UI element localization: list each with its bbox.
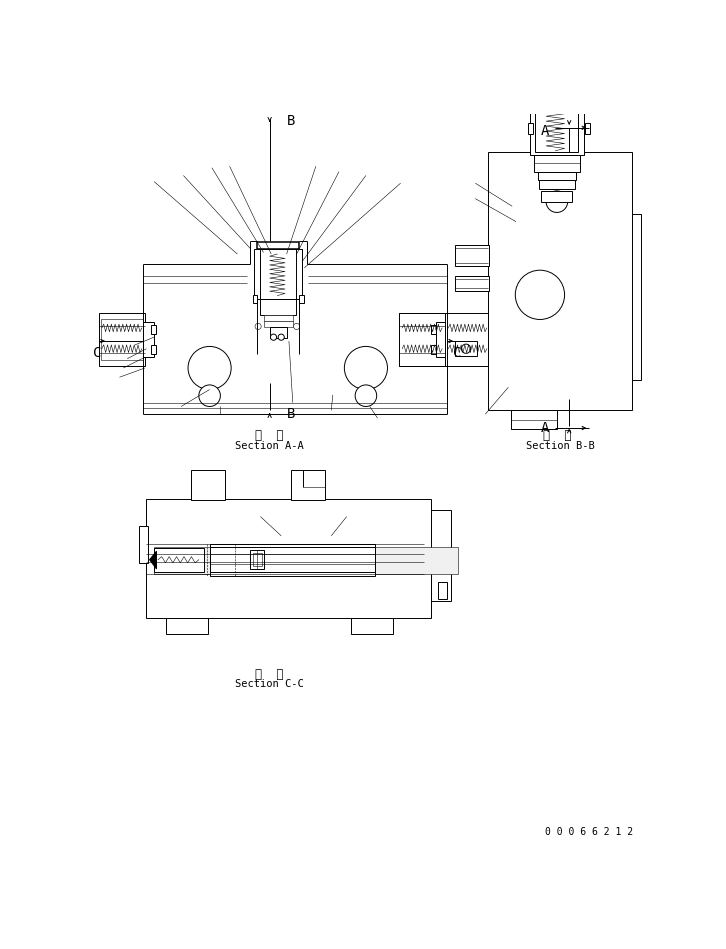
- Bar: [151, 325, 155, 334]
- Text: Section B-B: Section B-B: [526, 440, 595, 451]
- Text: Section C-C: Section C-C: [235, 679, 304, 690]
- Bar: [632, 214, 641, 380]
- Bar: [250, 549, 264, 569]
- Bar: [431, 325, 436, 334]
- Text: 断  面: 断 面: [256, 668, 284, 681]
- Circle shape: [355, 385, 377, 406]
- Circle shape: [270, 334, 277, 341]
- Text: B: B: [287, 114, 295, 128]
- Text: A: A: [541, 123, 549, 138]
- Bar: [542, 191, 572, 201]
- Bar: [99, 312, 145, 366]
- Bar: [436, 322, 446, 357]
- Bar: [261, 250, 296, 300]
- Bar: [253, 295, 257, 303]
- Polygon shape: [150, 551, 157, 569]
- Circle shape: [344, 346, 388, 389]
- Circle shape: [188, 346, 231, 389]
- Bar: [254, 250, 302, 300]
- Bar: [431, 511, 451, 602]
- Bar: [539, 180, 574, 190]
- Bar: [529, 123, 533, 134]
- Text: A: A: [541, 421, 549, 435]
- Bar: [535, 102, 579, 153]
- Bar: [166, 618, 208, 634]
- Bar: [510, 410, 557, 429]
- Bar: [488, 153, 632, 410]
- Circle shape: [462, 344, 470, 353]
- Bar: [151, 344, 155, 354]
- Bar: [399, 312, 445, 366]
- Text: C: C: [93, 345, 102, 360]
- Bar: [101, 319, 142, 361]
- Circle shape: [546, 191, 568, 213]
- Bar: [257, 242, 299, 250]
- Bar: [143, 322, 154, 357]
- Bar: [455, 275, 489, 291]
- Bar: [299, 295, 303, 303]
- Bar: [139, 526, 148, 563]
- Text: Section A-A: Section A-A: [235, 440, 304, 451]
- Bar: [455, 245, 489, 267]
- Bar: [534, 156, 580, 173]
- Bar: [529, 91, 585, 100]
- Circle shape: [199, 385, 221, 406]
- Bar: [253, 552, 262, 566]
- Circle shape: [255, 324, 261, 329]
- Text: C: C: [453, 345, 462, 360]
- Circle shape: [293, 324, 300, 329]
- Bar: [191, 470, 225, 500]
- Bar: [269, 327, 287, 338]
- Bar: [264, 321, 293, 327]
- Text: 断  面: 断 面: [256, 429, 284, 442]
- Bar: [438, 582, 446, 599]
- Bar: [530, 99, 584, 156]
- Bar: [455, 341, 477, 357]
- Bar: [210, 544, 375, 576]
- Bar: [291, 470, 325, 500]
- Bar: [154, 547, 458, 573]
- Text: 断  面: 断 面: [543, 429, 572, 442]
- Bar: [351, 618, 393, 634]
- Circle shape: [515, 270, 565, 320]
- Bar: [264, 315, 293, 321]
- Bar: [147, 499, 431, 618]
- Bar: [445, 312, 490, 366]
- Text: 0 0 0 6 6 2 1 2: 0 0 0 6 6 2 1 2: [545, 827, 633, 836]
- Text: B: B: [287, 407, 295, 421]
- Circle shape: [278, 334, 285, 341]
- Bar: [261, 300, 296, 315]
- Bar: [399, 312, 445, 366]
- Bar: [210, 548, 375, 572]
- Bar: [431, 344, 436, 354]
- Bar: [538, 173, 576, 180]
- Bar: [585, 123, 590, 134]
- Bar: [154, 549, 204, 572]
